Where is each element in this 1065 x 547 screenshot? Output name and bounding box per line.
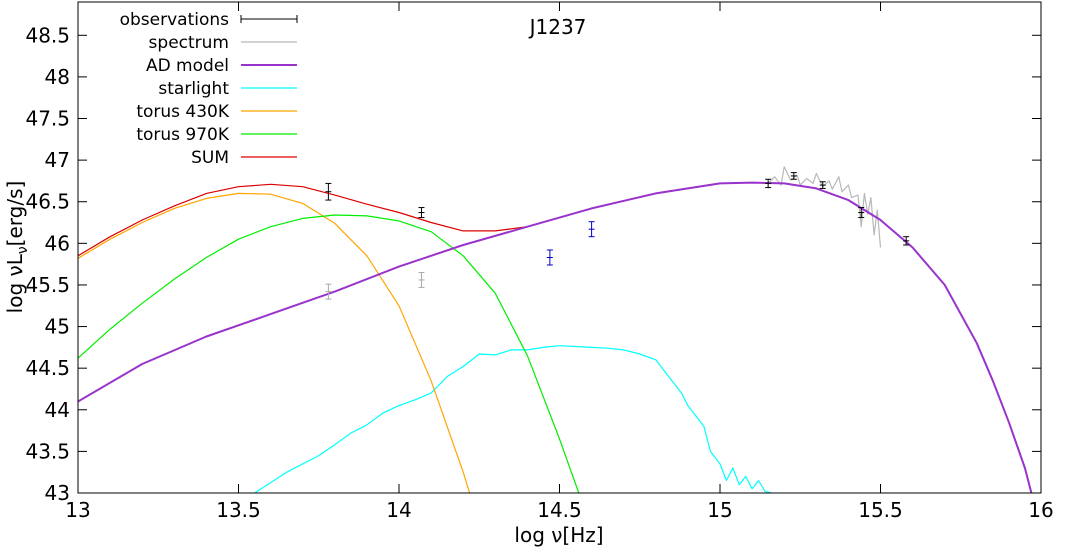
x-tick-label: 13.5	[216, 498, 261, 522]
observation-point-gray	[418, 271, 425, 288]
legend: observations spectrum AD model starlight tor…	[120, 10, 298, 168]
errorbar-layer	[325, 172, 910, 300]
observation-point	[325, 182, 332, 201]
y-tick-label: 45.5	[25, 273, 70, 297]
y-axis-title: log νLν[erg/s]	[3, 181, 31, 314]
observation-point	[418, 207, 425, 219]
starlight-line	[254, 345, 772, 493]
legend-item-observations: observations	[120, 10, 298, 30]
x-tick-label: 14	[386, 498, 411, 522]
torus-430k-line	[78, 192, 471, 493]
legend-label: observations	[120, 10, 230, 30]
legend-item-torus-970k: torus 970K	[136, 125, 297, 145]
ad-model-line	[78, 181, 1033, 493]
observation-point-gray	[325, 283, 332, 300]
y-tick-label: 45	[45, 315, 70, 339]
legend-item-spectrum: spectrum	[149, 33, 297, 53]
legend-item-sum: SUM	[191, 148, 297, 168]
y-tick-labels: 43 43.5 44 44.5 45 45.5 46 46.5 47 47.5 48 48.5	[25, 23, 70, 505]
legend-item-starlight: starlight	[158, 79, 297, 99]
observation-point	[790, 172, 797, 180]
legend-label: SUM	[191, 148, 229, 168]
legend-label: torus 430K	[136, 102, 230, 122]
observation-point	[903, 236, 910, 246]
series-layer	[78, 166, 1033, 493]
observation-point	[819, 181, 826, 189]
x-tick-labels: 13 13.5 14 14.5 15 15.5 16	[65, 498, 1053, 522]
y-tick-label: 48	[45, 65, 70, 89]
observation-point-blue	[546, 249, 553, 266]
observation-point	[858, 207, 865, 219]
y-tick-label: 46	[45, 231, 70, 255]
y-axis-title-main: log νL	[3, 253, 27, 313]
x-tick-label: 14.5	[537, 498, 582, 522]
legend-label: AD model	[146, 56, 229, 76]
y-axis-title-subscript: ν	[15, 246, 31, 254]
y-tick-label: 43	[45, 481, 70, 505]
x-axis-title: log ν[Hz]	[514, 523, 603, 547]
legend-label: spectrum	[149, 33, 229, 53]
y-tick-label: 44	[45, 398, 70, 422]
legend-item-torus-430k: torus 430K	[136, 102, 297, 122]
x-tick-label: 13	[65, 498, 90, 522]
legend-label: starlight	[158, 79, 229, 99]
y-tick-label: 44.5	[25, 356, 70, 380]
x-tick-label: 16	[1028, 498, 1053, 522]
chart-title: J1237	[528, 15, 587, 39]
torus-970k-line	[78, 214, 580, 493]
y-tick-label: 47.5	[25, 107, 70, 131]
x-tick-label: 15	[707, 498, 732, 522]
legend-item-ad-model: AD model	[146, 56, 297, 76]
legend-label: torus 970K	[136, 125, 230, 145]
y-tick-label: 46.5	[25, 190, 70, 214]
observation-point-blue	[588, 221, 595, 238]
y-tick-label: 48.5	[25, 23, 70, 47]
tick-layer	[77, 2, 1042, 494]
y-axis-title-tail: [erg/s]	[3, 181, 27, 247]
observation-point	[765, 178, 772, 189]
spectrum-line	[767, 166, 882, 248]
x-tick-label: 15.5	[858, 498, 903, 522]
y-tick-label: 47	[45, 148, 70, 172]
y-tick-label: 43.5	[25, 439, 70, 463]
